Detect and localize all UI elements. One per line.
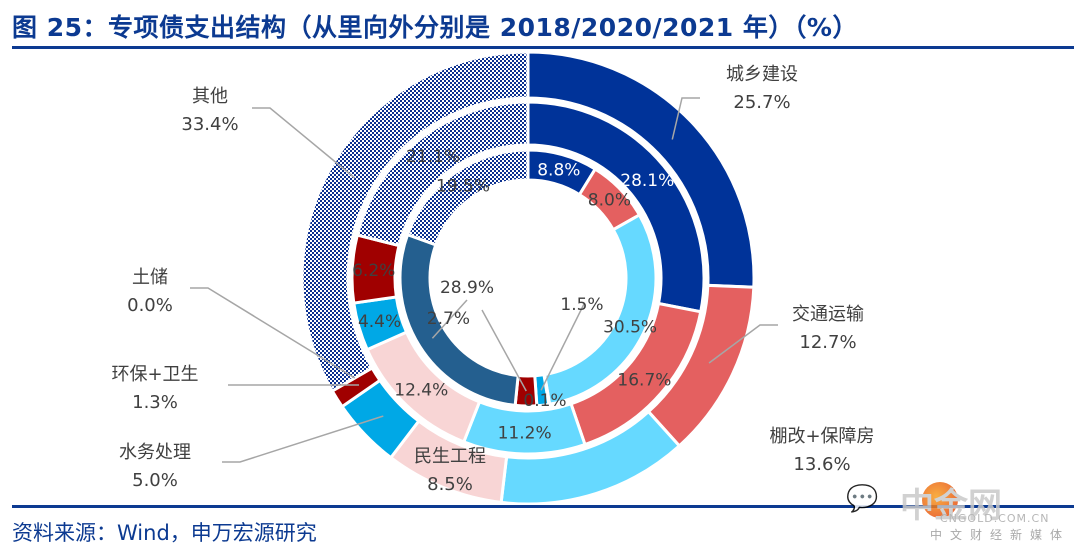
- category-value: 25.7%: [733, 92, 790, 113]
- category-value: 13.6%: [793, 454, 850, 475]
- watermark-domain: CNGOLD.COM.CN: [940, 512, 1050, 525]
- category-name: 交通运输: [792, 304, 864, 325]
- leader-line-2018-土储: [431, 299, 468, 339]
- category-name: 环保+卫生: [111, 364, 198, 385]
- outer-label-其他: 其他 33.4%: [181, 86, 238, 135]
- leader-lines-group: [190, 97, 778, 463]
- category-value: 8.5%: [427, 474, 473, 495]
- value-label-2020-棚改-保障房: 11.2%: [498, 423, 552, 443]
- value-label-2018-其他: 19.5%: [436, 177, 490, 197]
- leader-line-城乡建设: [671, 97, 700, 140]
- outer-label-棚改-保障房: 棚改+保障房 13.6%: [769, 426, 874, 475]
- value-label-2020-民生工程: 12.4%: [394, 381, 448, 401]
- category-name: 水务处理: [119, 442, 191, 463]
- category-name: 棚改+保障房: [769, 426, 874, 447]
- value-label-2018-棚改-保障房: 30.5%: [603, 317, 657, 337]
- title-rule: [12, 46, 1074, 49]
- outer-label-土储: 土储 0.0%: [127, 267, 173, 316]
- category-name: 民生工程: [414, 446, 486, 467]
- leader-line-土储: [190, 287, 356, 379]
- category-name: 城乡建设: [726, 64, 798, 85]
- leader-line-2018-水务处理: [540, 303, 585, 391]
- source-note: 资料来源：Wind，申万宏源研究: [12, 521, 317, 545]
- leader-line-水务处理: [222, 415, 384, 463]
- wechat-icon: 💬: [846, 484, 879, 514]
- outer-label-交通运输: 交通运输 12.7%: [792, 304, 864, 353]
- outer-label-城乡建设: 城乡建设 25.7%: [726, 64, 798, 113]
- watermark-brand: 中金网: [900, 486, 1002, 526]
- value-label-2018-民生工程: 0.1%: [523, 391, 566, 411]
- outer-label-水务处理: 水务处理 5.0%: [119, 442, 191, 491]
- value-label-2018-城乡建设: 8.8%: [537, 160, 580, 180]
- outer-label-环保-卫生: 环保+卫生 1.3%: [111, 364, 198, 413]
- category-value: 12.7%: [799, 332, 856, 353]
- outer-label-民生工程: 民生工程 8.5%: [414, 446, 486, 495]
- labels-group: 8.8% 8.0% 30.5%1.5% 2.7% 28.9% 19.5% 28.1% 16.7…: [111, 64, 874, 495]
- leader-line-其他: [252, 107, 356, 179]
- leader-line-交通运输: [708, 324, 778, 364]
- category-name: 土储: [132, 267, 168, 288]
- value-label-2020-其他: 21.1%: [406, 147, 460, 167]
- value-label-2018-环保-卫生: 2.7%: [427, 309, 470, 329]
- category-value: 33.4%: [181, 114, 238, 135]
- leader-line-2018-环保-卫生: [481, 309, 527, 392]
- value-label-2018-土储: 28.9%: [440, 278, 494, 298]
- watermark: 💬 中金网 CNGOLD.COM.CN 中文财经新媒体: [840, 478, 1080, 550]
- value-label-2018-交通运输: 8.0%: [588, 191, 631, 211]
- value-label-2020-交通运输: 16.7%: [617, 371, 671, 391]
- category-value: 0.0%: [127, 295, 173, 316]
- rings-group: [300, 50, 756, 506]
- category-value: 1.3%: [132, 392, 178, 413]
- value-label-2020-水务处理: 4.4%: [358, 312, 401, 332]
- category-value: 5.0%: [132, 470, 178, 491]
- value-label-2020-环保-卫生: 6.2%: [352, 261, 395, 281]
- value-label-2020-城乡建设: 28.1%: [620, 171, 674, 191]
- watermark-tagline: 中文财经新媒体: [930, 528, 1071, 542]
- cngold-logo-icon: [922, 482, 958, 518]
- footer-rule: [12, 505, 1074, 508]
- category-name: 其他: [192, 86, 228, 107]
- segment-2020-其他: [355, 100, 530, 248]
- chart-title: 图 25：专项债支出结构（从里向外分别是 2018/2020/2021 年）（%…: [12, 13, 858, 42]
- value-label-2018-水务处理: 1.5%: [560, 295, 603, 315]
- segment-2018-其他: [405, 148, 530, 247]
- segment-2021-其他: [300, 50, 530, 394]
